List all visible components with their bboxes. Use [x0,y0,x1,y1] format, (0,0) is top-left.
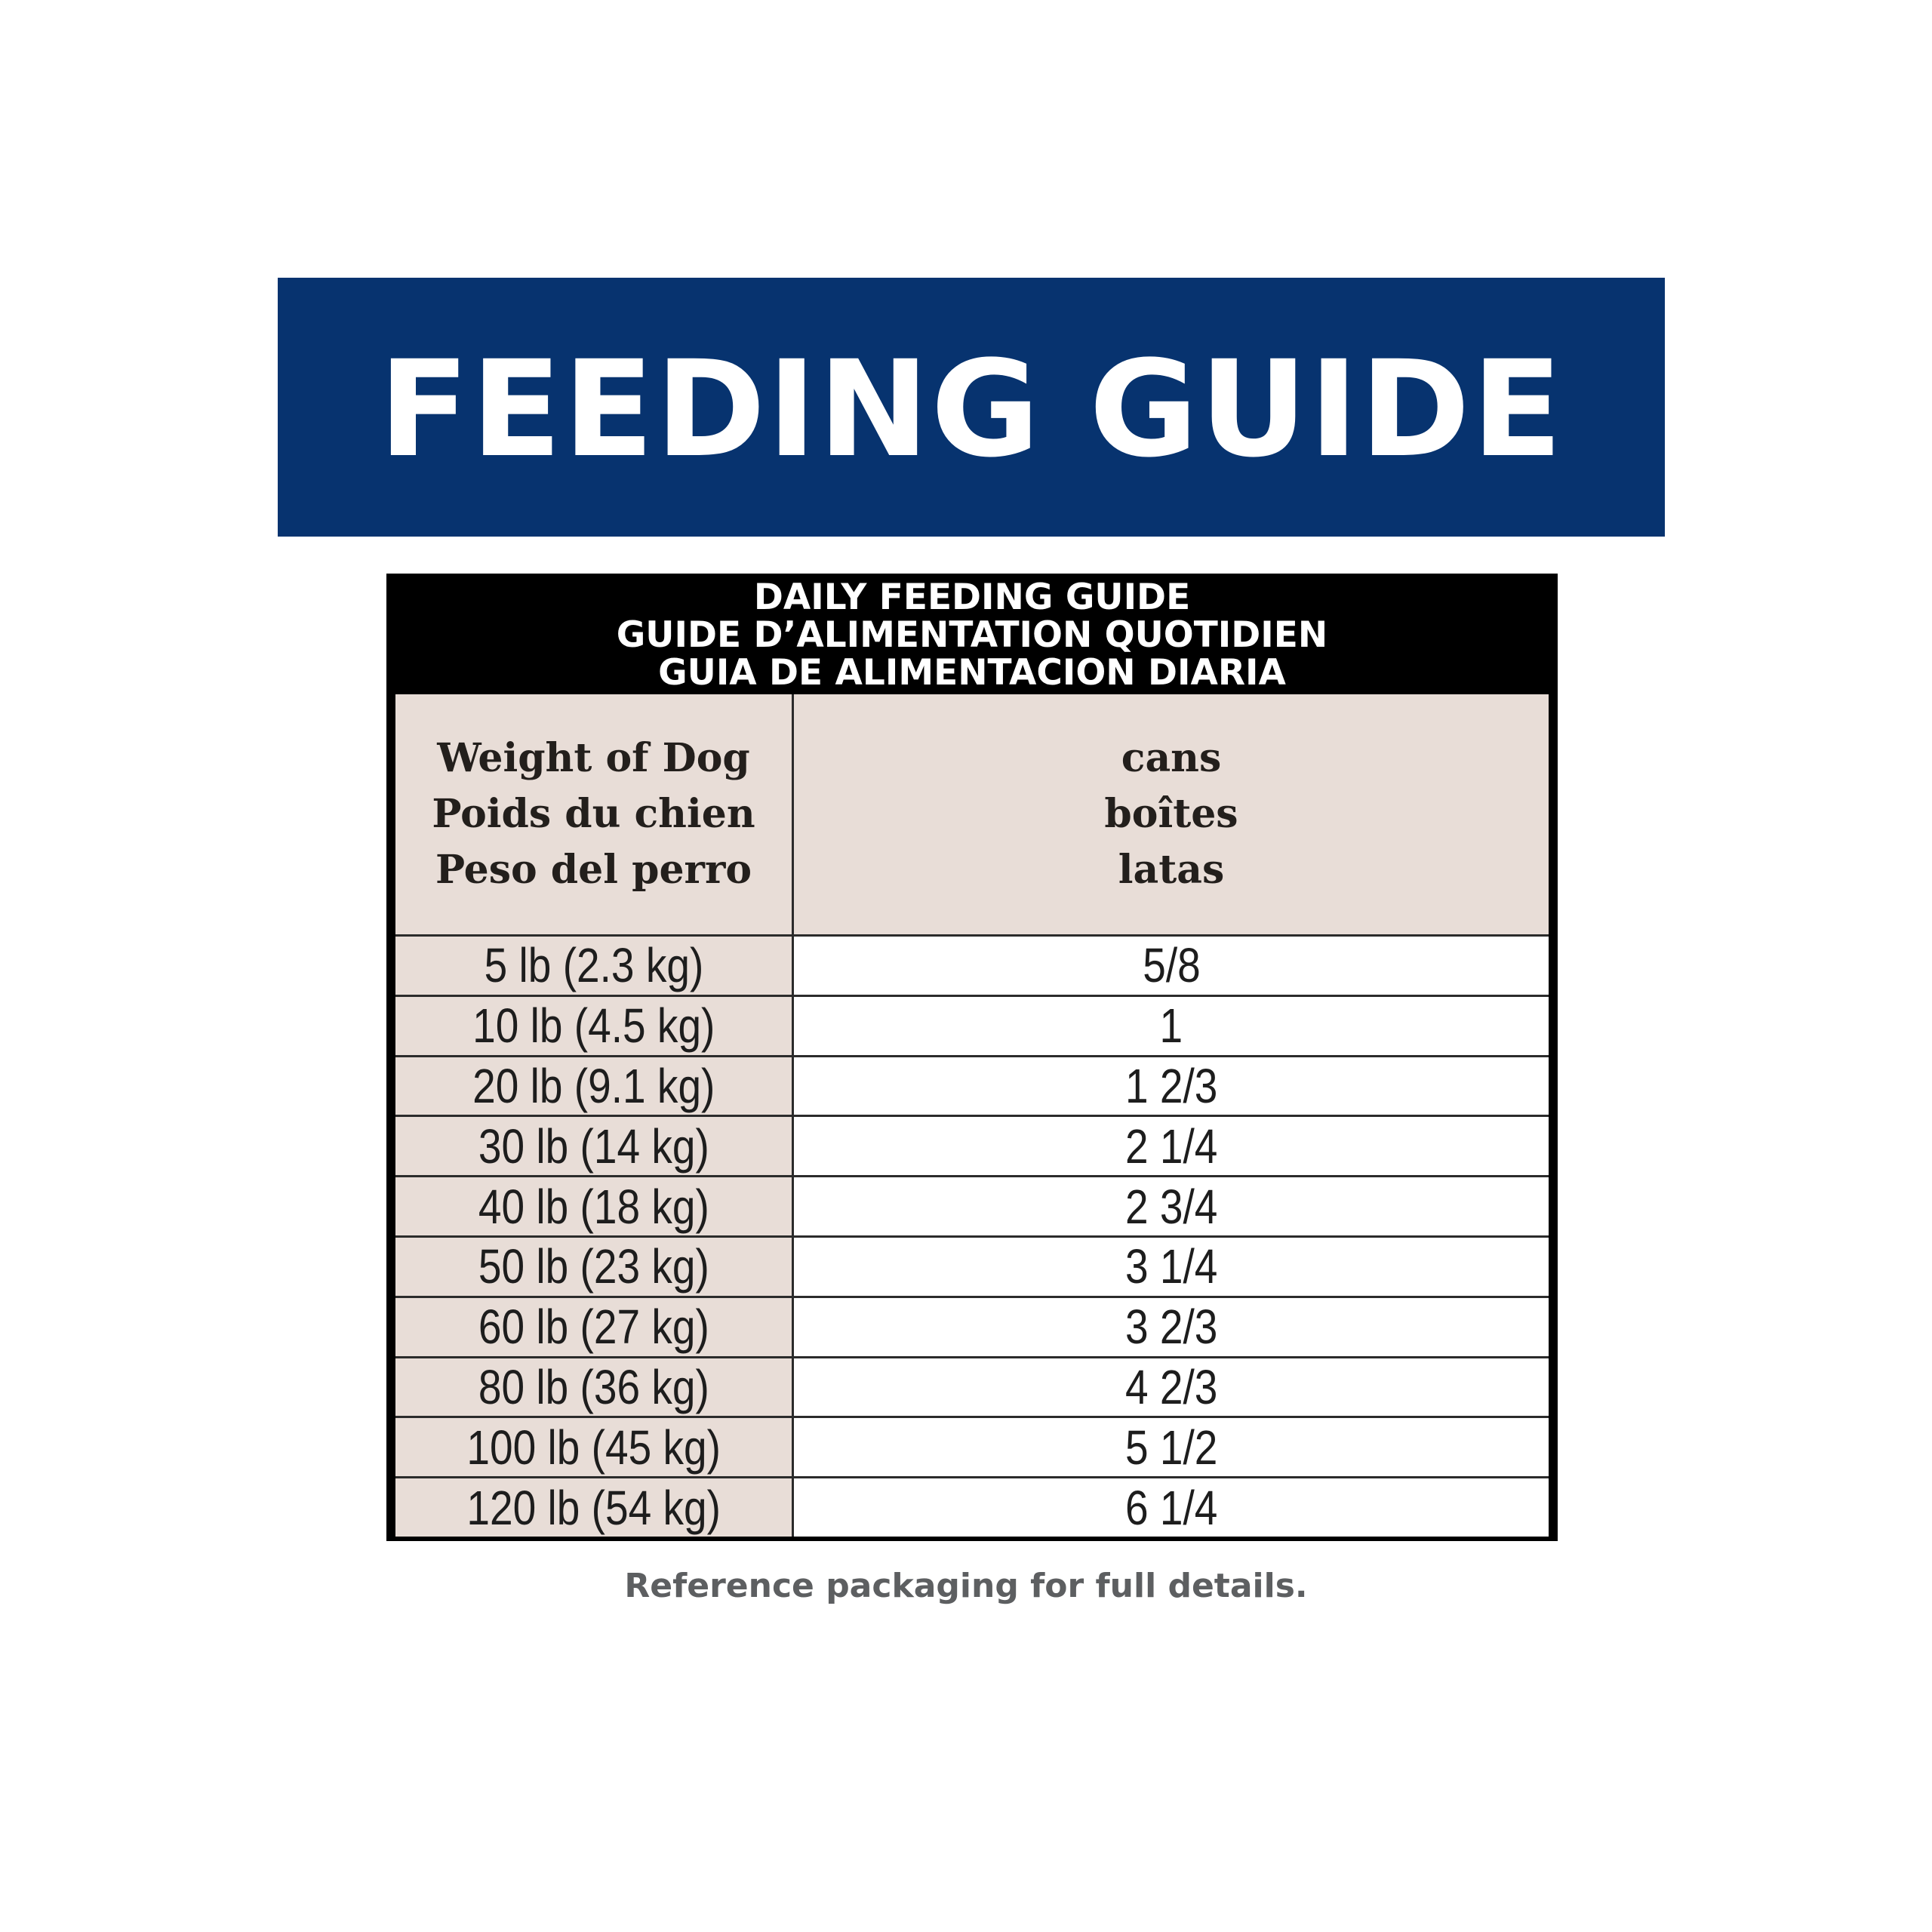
cans-value: 2 3/4 [1124,1179,1218,1234]
table-grid: Weight of Dog Poids du chien Peso del pe… [395,694,1549,1537]
weight-value: 5 lb (2.3 kg) [484,938,703,993]
cans-cell: 2 1/4 [794,1117,1549,1176]
weight-cell: 10 lb (4.5 kg) [395,996,792,1055]
reference-footnote: Reference packaging for full details. [624,1567,1308,1605]
cans-cell: 4 2/3 [794,1358,1549,1417]
cans-cell: 3 1/4 [794,1238,1549,1296]
cans-cell: 5 1/2 [794,1418,1549,1477]
weight-cell: 5 lb (2.3 kg) [395,937,792,995]
weight-value: 40 lb (18 kg) [478,1179,709,1234]
weight-cell: 50 lb (23 kg) [395,1238,792,1296]
cans-value: 6 1/4 [1124,1480,1218,1535]
cans-cell: 5/8 [794,937,1549,995]
cans-value: 5/8 [1142,938,1201,993]
table-title-english: DAILY FEEDING GUIDE [753,577,1191,618]
weight-value: 100 lb (45 kg) [466,1420,721,1475]
weight-cell: 100 lb (45 kg) [395,1418,792,1477]
cans-value: 4 2/3 [1124,1359,1218,1414]
weight-value: 30 lb (14 kg) [478,1118,709,1174]
weight-value: 60 lb (27 kg) [478,1300,709,1355]
weight-value: 10 lb (4.5 kg) [472,998,715,1054]
cans-value: 3 1/4 [1124,1239,1218,1294]
weight-value: 50 lb (23 kg) [478,1239,709,1294]
cans-column-header: cans boîtes latas [794,694,1549,934]
table-title-french: GUIDE D’ALIMENTATION QUOTIDIEN [616,614,1328,656]
weight-cell: 120 lb (54 kg) [395,1478,792,1537]
table-title-spanish: GUIA DE ALIMENTACION DIARIA [658,652,1286,694]
weight-header-english: Weight of Dog [437,735,750,781]
cans-value: 2 1/4 [1124,1118,1218,1174]
feeding-guide-banner: FEEDING GUIDE [278,278,1665,537]
weight-cell: 20 lb (9.1 kg) [395,1057,792,1115]
cans-header-spanish: latas [1118,847,1225,893]
weight-column-header: Weight of Dog Poids du chien Peso del pe… [395,694,792,934]
cans-header-english: cans [1121,735,1222,781]
banner-title: FEEDING GUIDE [378,331,1564,487]
cans-cell: 1 [794,996,1549,1055]
cans-cell: 3 2/3 [794,1297,1549,1356]
weight-cell: 80 lb (36 kg) [395,1358,792,1417]
weight-cell: 40 lb (18 kg) [395,1177,792,1235]
weight-value: 120 lb (54 kg) [466,1480,721,1535]
cans-value: 1 [1159,998,1183,1054]
cans-cell: 6 1/4 [794,1478,1549,1537]
weight-value: 20 lb (9.1 kg) [472,1058,715,1113]
weight-header-french: Poids du chien [432,791,755,837]
weight-cell: 30 lb (14 kg) [395,1117,792,1176]
weight-cell: 60 lb (27 kg) [395,1297,792,1356]
table-title: DAILY FEEDING GUIDE GUIDE D’ALIMENTATION… [391,578,1553,693]
weight-value: 80 lb (36 kg) [478,1359,709,1414]
daily-feeding-table: DAILY FEEDING GUIDE GUIDE D’ALIMENTATION… [386,574,1558,1541]
cans-value: 5 1/2 [1124,1420,1218,1475]
cans-cell: 2 3/4 [794,1177,1549,1235]
cans-value: 1 2/3 [1124,1058,1218,1113]
weight-header-spanish: Peso del perro [435,847,752,893]
cans-cell: 1 2/3 [794,1057,1549,1115]
cans-header-french: boîtes [1104,791,1238,837]
cans-value: 3 2/3 [1124,1300,1218,1355]
